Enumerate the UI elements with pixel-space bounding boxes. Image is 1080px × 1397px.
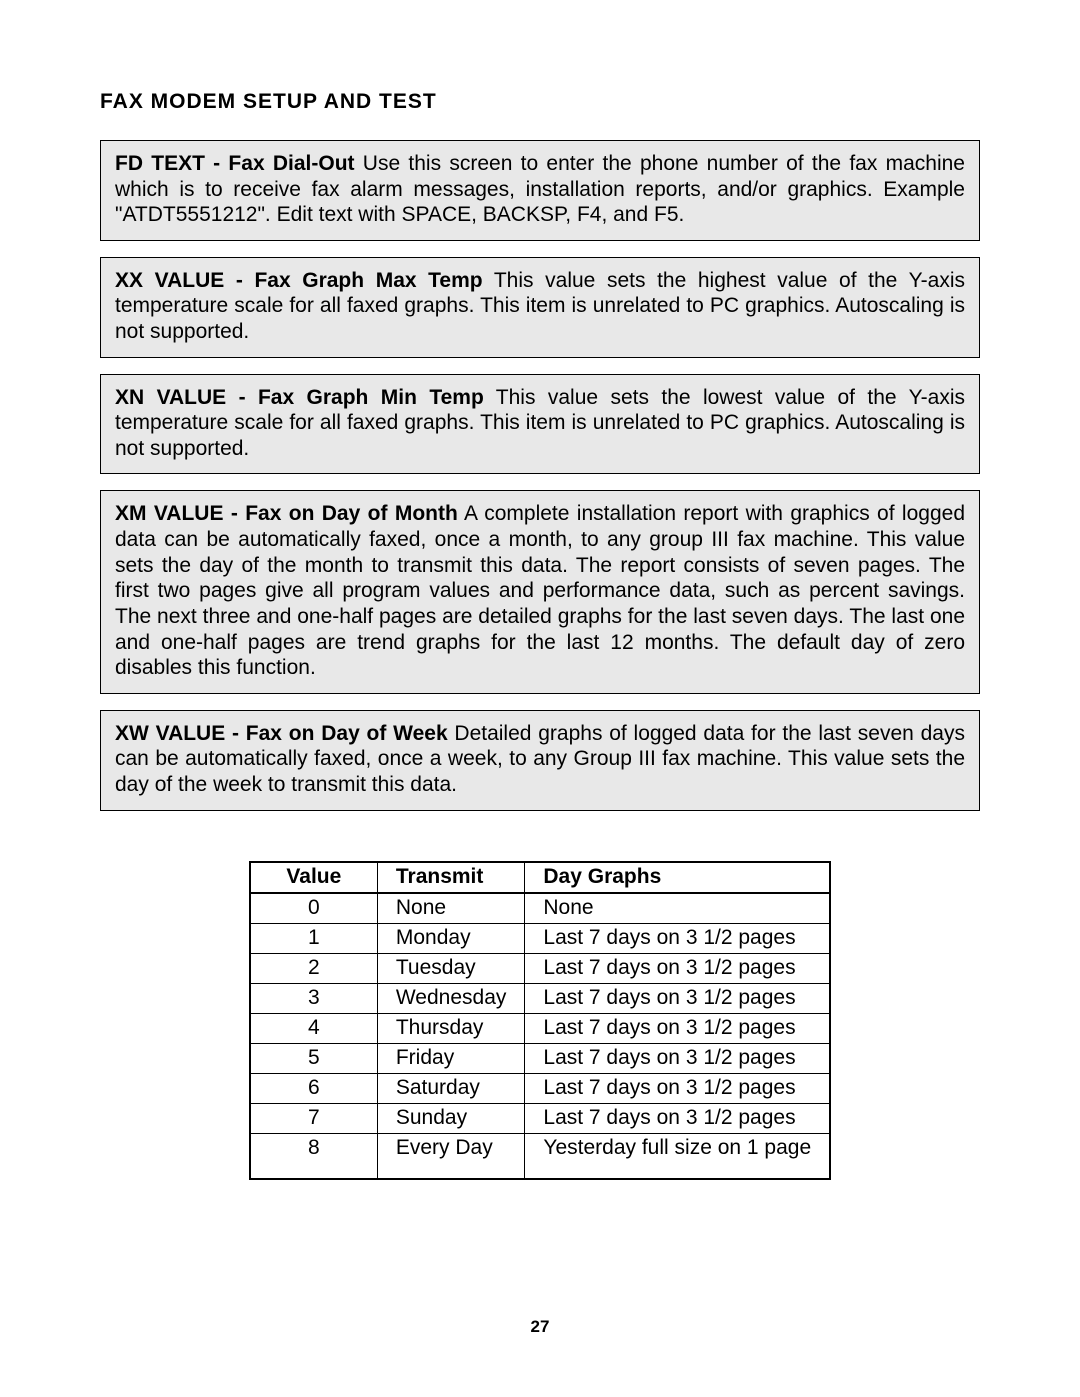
cell-day-graphs: Last 7 days on 3 1/2 pages	[525, 953, 830, 983]
cell-transmit: Every Day	[377, 1133, 525, 1179]
day-table-wrapper: Value Transmit Day Graphs 0 None None 1 …	[100, 861, 980, 1180]
cell-day-graphs: Last 7 days on 3 1/2 pages	[525, 983, 830, 1013]
cell-value: 3	[250, 983, 378, 1013]
cell-transmit: Wednesday	[377, 983, 525, 1013]
cell-transmit: Sunday	[377, 1103, 525, 1133]
table-row: 7 Sunday Last 7 days on 3 1/2 pages	[250, 1103, 830, 1133]
info-box-xn-value: XN VALUE - Fax Graph Min Temp This value…	[100, 374, 980, 475]
table-row: 5 Friday Last 7 days on 3 1/2 pages	[250, 1043, 830, 1073]
table-row: 8 Every Day Yesterday full size on 1 pag…	[250, 1133, 830, 1179]
page-number: 27	[0, 1317, 1080, 1337]
col-header-value: Value	[250, 862, 378, 893]
info-box-fd-text: FD TEXT - Fax Dial-Out Use this screen t…	[100, 140, 980, 241]
info-box-xx-value: XX VALUE - Fax Graph Max Temp This value…	[100, 257, 980, 358]
info-box-lead: FD TEXT - Fax Dial-Out	[115, 152, 355, 175]
table-row: 4 Thursday Last 7 days on 3 1/2 pages	[250, 1013, 830, 1043]
cell-transmit: Friday	[377, 1043, 525, 1073]
cell-transmit: Thursday	[377, 1013, 525, 1043]
table-row: 0 None None	[250, 893, 830, 924]
table-header-row: Value Transmit Day Graphs	[250, 862, 830, 893]
table-row: 1 Monday Last 7 days on 3 1/2 pages	[250, 923, 830, 953]
table-row: 2 Tuesday Last 7 days on 3 1/2 pages	[250, 953, 830, 983]
cell-value: 4	[250, 1013, 378, 1043]
info-box-xw-value: XW VALUE - Fax on Day of Week Detailed g…	[100, 710, 980, 811]
document-page: FAX MODEM SETUP AND TEST FD TEXT - Fax D…	[0, 0, 1080, 1180]
cell-transmit: Monday	[377, 923, 525, 953]
cell-day-graphs: Last 7 days on 3 1/2 pages	[525, 1073, 830, 1103]
info-box-lead: XW VALUE - Fax on Day of Week	[115, 722, 448, 745]
info-box-lead: XX VALUE - Fax Graph Max Temp	[115, 269, 483, 292]
info-box-body: A complete installation report with grap…	[115, 502, 965, 679]
section-title: FAX MODEM SETUP AND TEST	[100, 90, 980, 114]
cell-value: 8	[250, 1133, 378, 1179]
table-row: 3 Wednesday Last 7 days on 3 1/2 pages	[250, 983, 830, 1013]
cell-value: 2	[250, 953, 378, 983]
table-row: 6 Saturday Last 7 days on 3 1/2 pages	[250, 1073, 830, 1103]
cell-day-graphs: None	[525, 893, 830, 924]
day-graphs-table: Value Transmit Day Graphs 0 None None 1 …	[249, 861, 831, 1180]
cell-value: 0	[250, 893, 378, 924]
cell-day-graphs: Last 7 days on 3 1/2 pages	[525, 923, 830, 953]
cell-day-graphs: Yesterday full size on 1 page	[525, 1133, 830, 1179]
cell-value: 5	[250, 1043, 378, 1073]
cell-day-graphs: Last 7 days on 3 1/2 pages	[525, 1043, 830, 1073]
cell-value: 1	[250, 923, 378, 953]
cell-transmit: Saturday	[377, 1073, 525, 1103]
cell-transmit: Tuesday	[377, 953, 525, 983]
info-box-xm-value: XM VALUE - Fax on Day of Month A complet…	[100, 490, 980, 693]
info-box-lead: XM VALUE - Fax on Day of Month	[115, 502, 458, 525]
info-box-lead: XN VALUE - Fax Graph Min Temp	[115, 386, 484, 409]
cell-day-graphs: Last 7 days on 3 1/2 pages	[525, 1103, 830, 1133]
cell-value: 6	[250, 1073, 378, 1103]
cell-value: 7	[250, 1103, 378, 1133]
col-header-day-graphs: Day Graphs	[525, 862, 830, 893]
col-header-transmit: Transmit	[377, 862, 525, 893]
cell-transmit: None	[377, 893, 525, 924]
cell-day-graphs: Last 7 days on 3 1/2 pages	[525, 1013, 830, 1043]
